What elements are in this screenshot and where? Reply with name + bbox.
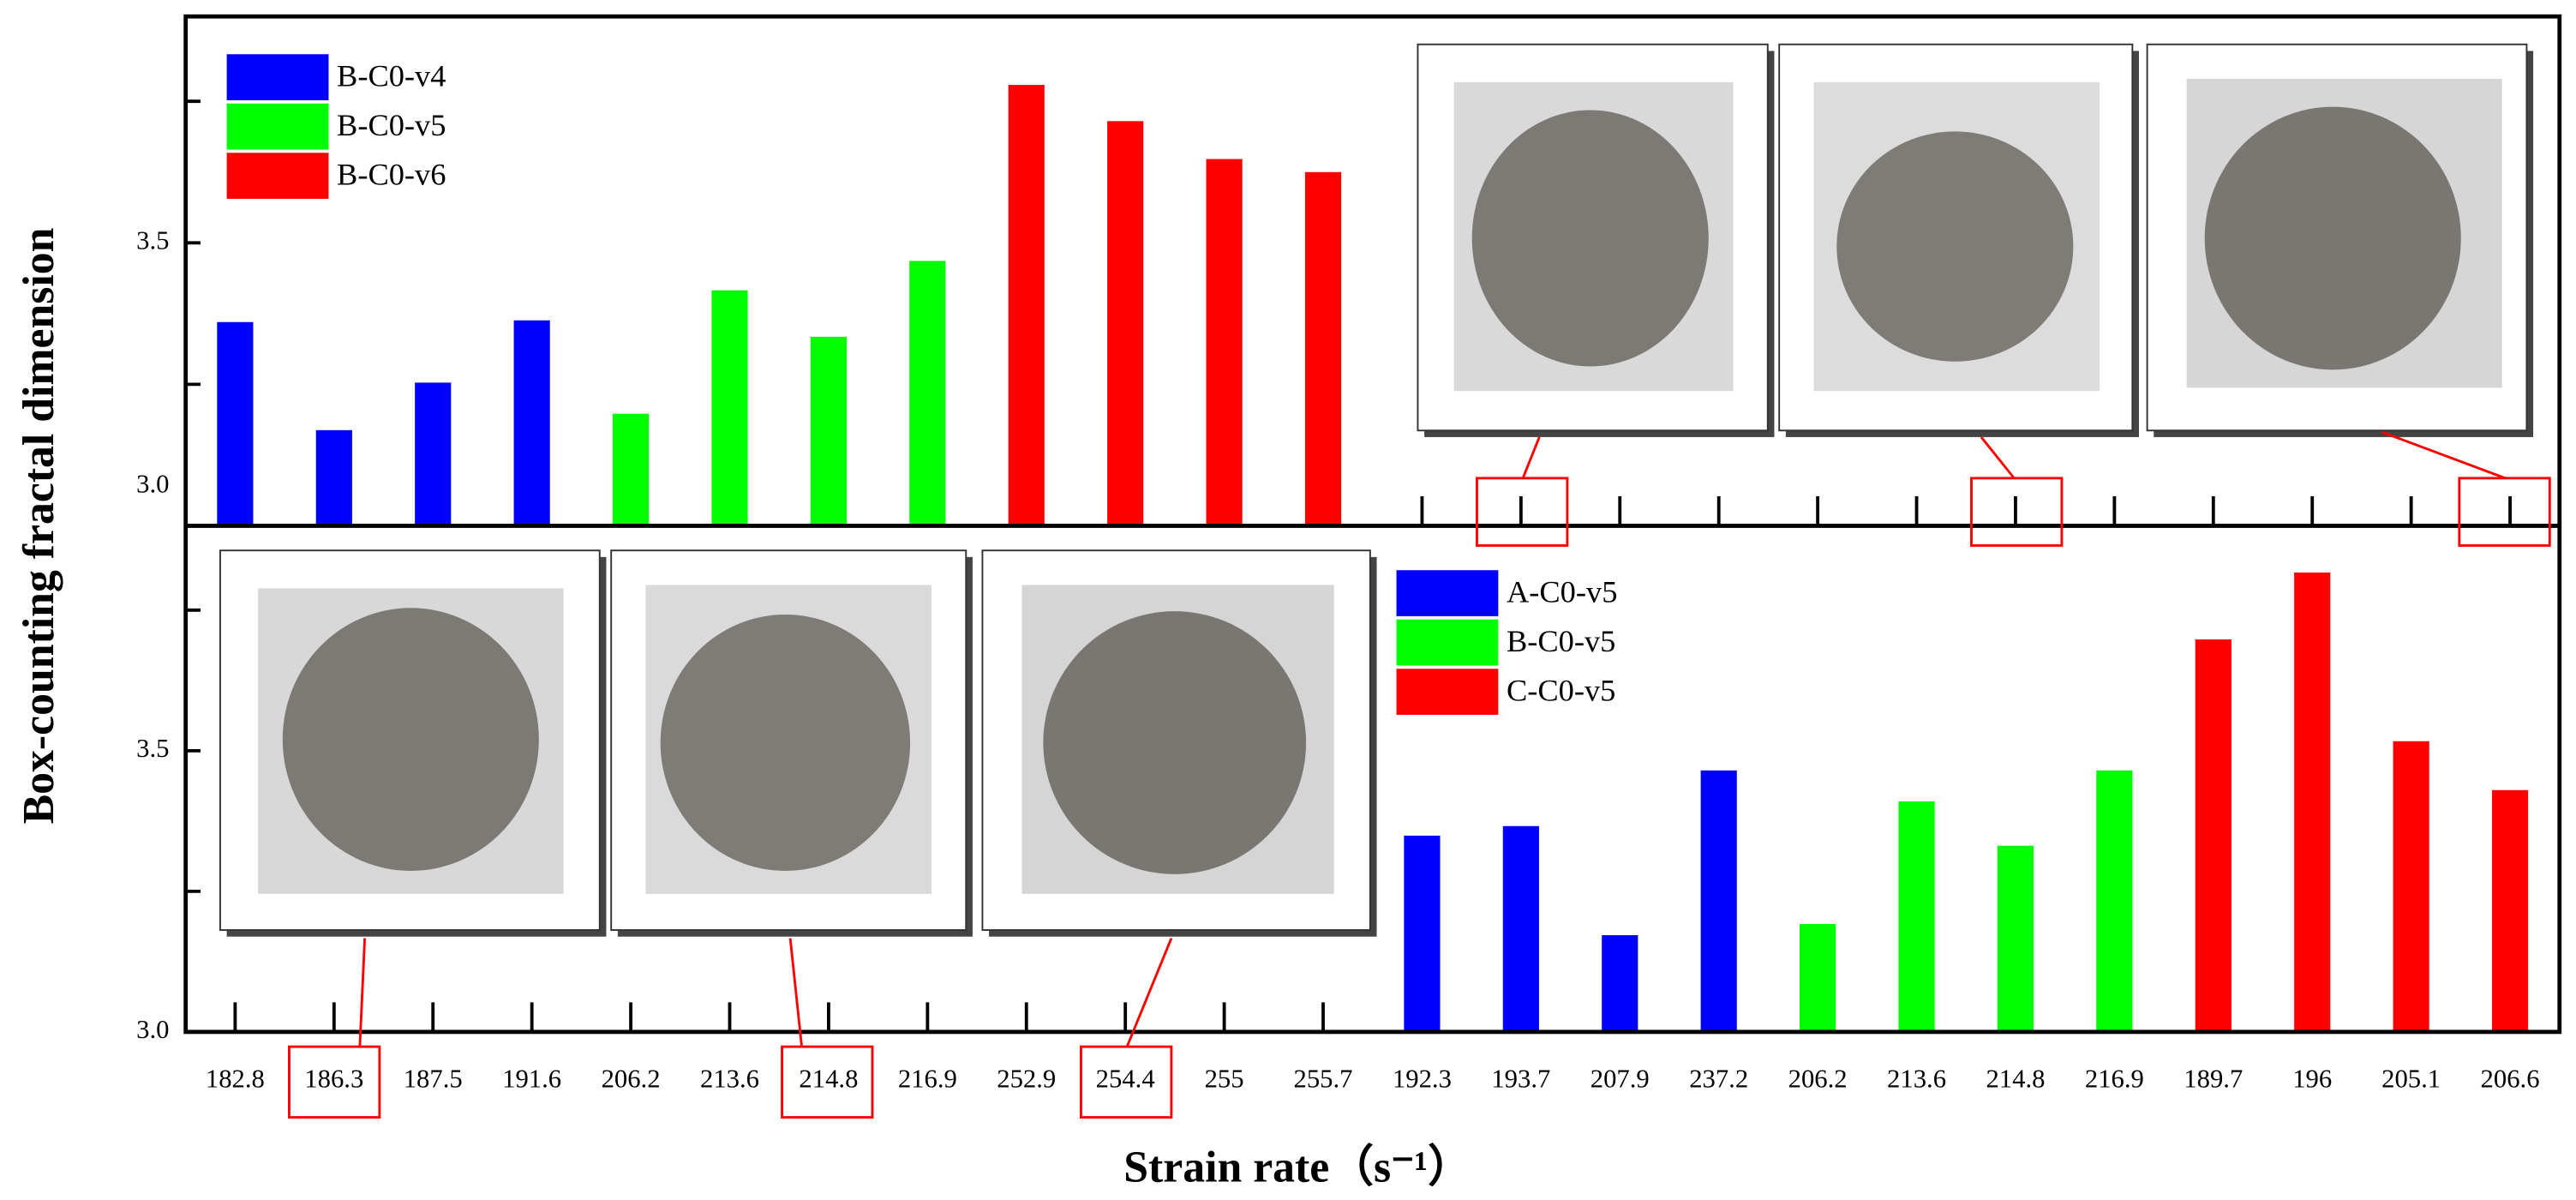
x-tick-label: 252.9	[997, 1064, 1056, 1093]
highlight-box	[1970, 477, 2064, 547]
x-tick-label: 214.8	[799, 1064, 858, 1093]
legend-label: C-C0-v5	[1507, 673, 1615, 707]
x-tick-label: 255.7	[1294, 1064, 1353, 1093]
arrow	[2381, 430, 2507, 480]
bar	[1404, 835, 1441, 1032]
arrow	[1980, 436, 2016, 479]
bar	[2096, 770, 2133, 1032]
legend-swatch	[226, 103, 329, 150]
bar	[2393, 741, 2429, 1032]
highlight-box	[2458, 477, 2551, 547]
bar	[2195, 639, 2232, 1032]
x-tick-label: 214.8	[1986, 1064, 2045, 1093]
bar	[315, 429, 352, 526]
x-tick-label: 206.6	[2481, 1064, 2540, 1093]
photo-inset	[219, 549, 607, 937]
x-tick-label: 205.1	[2381, 1064, 2441, 1093]
legend-swatch	[1396, 570, 1499, 616]
x-tick-label: 191.6	[502, 1064, 561, 1093]
x-tick-label: 237.2	[1689, 1064, 1748, 1093]
legend-swatch	[226, 153, 329, 199]
bar	[2294, 572, 2331, 1032]
legend-swatch	[1396, 669, 1499, 715]
x-tick-label: 189.7	[2184, 1064, 2243, 1093]
x-tick-label: 192.3	[1393, 1064, 1452, 1093]
bar	[1700, 770, 1737, 1032]
bar	[513, 320, 550, 526]
x-tick-label: 187.5	[404, 1064, 463, 1093]
y-tick-label: 3.5	[136, 225, 169, 255]
bar	[1997, 845, 2034, 1032]
highlight-box	[1476, 477, 1569, 547]
y-tick-label: 3.0	[136, 469, 169, 498]
y-tick-label: 3.5	[136, 734, 169, 763]
x-tick-label: 216.9	[898, 1064, 957, 1093]
legend-label: B-C0-v5	[1507, 624, 1615, 658]
highlight-boxes	[288, 430, 2551, 1119]
legend-swatch	[1396, 619, 1499, 666]
highlight-box	[781, 1045, 874, 1119]
bar	[1206, 159, 1243, 526]
legend-swatch	[226, 54, 329, 100]
photo-inset	[610, 549, 973, 937]
arrow	[1125, 938, 1173, 1047]
bar	[1502, 825, 1539, 1032]
bar	[1008, 85, 1045, 526]
legend-label: A-C0-v5	[1507, 574, 1617, 609]
bar	[1107, 121, 1144, 526]
y-tick-label: 3.0	[136, 1015, 169, 1044]
insets	[219, 43, 2534, 937]
highlight-box	[1080, 1045, 1173, 1119]
bar	[1898, 801, 1935, 1032]
photo-inset	[1778, 43, 2140, 437]
x-tick-label: 182.8	[206, 1064, 265, 1093]
bar	[810, 336, 848, 526]
x-tick-label: 213.6	[700, 1064, 759, 1093]
bar	[1800, 923, 1836, 1032]
bar	[415, 382, 452, 526]
x-tick-label: 186.3	[304, 1064, 363, 1093]
x-tick-label: 216.9	[2085, 1064, 2144, 1093]
highlight-box	[288, 1045, 381, 1119]
bar	[909, 261, 946, 526]
photo-inset	[981, 549, 1377, 937]
arrow	[358, 938, 367, 1047]
bar	[612, 413, 650, 526]
x-tick-label: 207.9	[1591, 1064, 1650, 1093]
bar	[1602, 935, 1638, 1032]
bar	[2491, 789, 2529, 1032]
photo-inset	[2146, 43, 2534, 437]
x-tick-label: 196	[2292, 1064, 2332, 1093]
photo-inset	[1417, 43, 1775, 437]
x-tick-label: 254.4	[1096, 1064, 1155, 1093]
legend-label: B-C0-v6	[337, 157, 446, 191]
x-tick-label: 213.6	[1887, 1064, 1946, 1093]
x-tick-label: 206.2	[1788, 1064, 1848, 1093]
x-tick-label: 206.2	[602, 1064, 661, 1093]
bar	[217, 321, 254, 526]
bar	[1304, 171, 1342, 526]
x-axis-label: Strain rate（s⁻¹）	[1123, 1143, 1471, 1192]
arrow	[788, 938, 803, 1047]
x-tick-label: 193.7	[1491, 1064, 1550, 1093]
bar	[711, 290, 748, 526]
x-tick-label: 255	[1205, 1064, 1244, 1093]
arrow	[1521, 436, 1541, 479]
y-axis-label: Box-counting fractal dimension	[15, 228, 63, 825]
legend-label: B-C0-v5	[337, 108, 446, 142]
legend-label: B-C0-v4	[337, 58, 446, 93]
